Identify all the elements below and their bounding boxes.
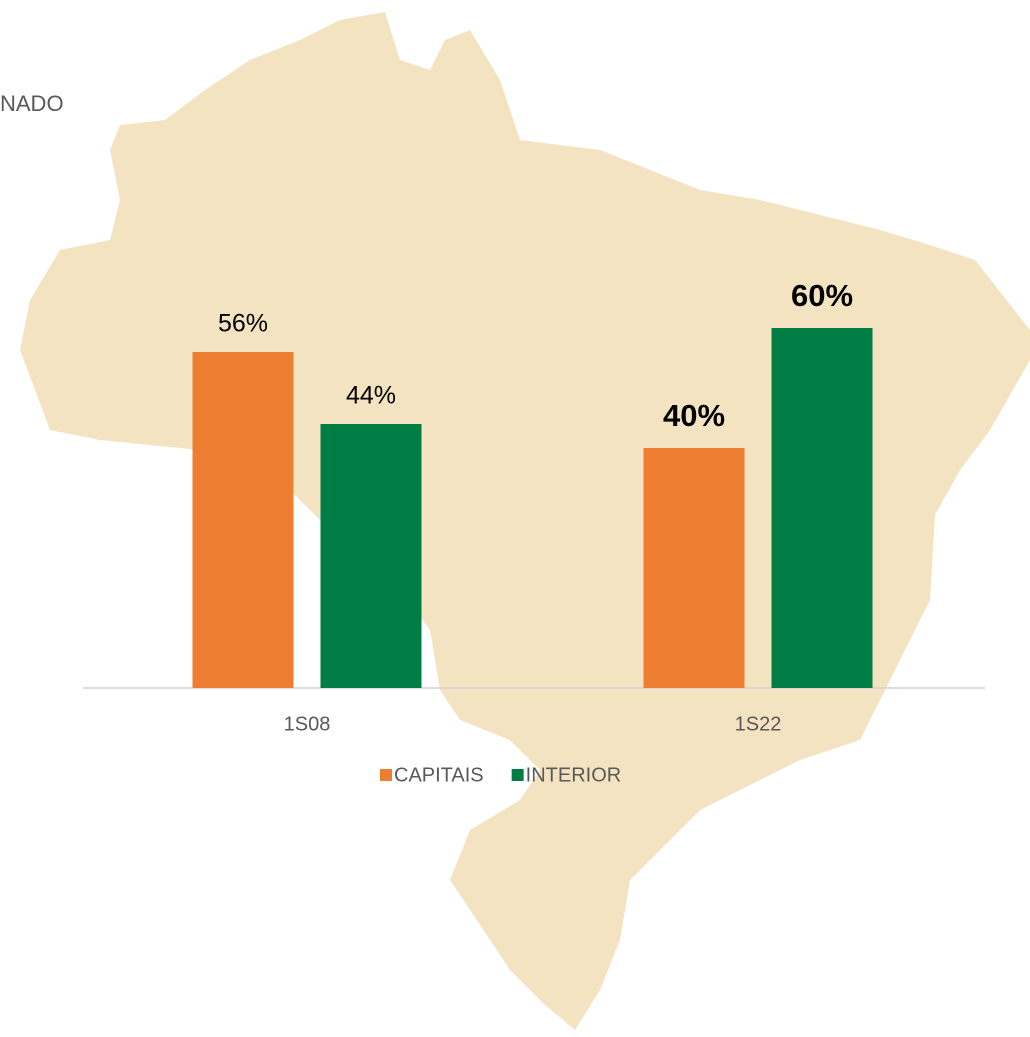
x-tick-label: 1S08 xyxy=(284,713,331,735)
bar xyxy=(771,328,873,688)
bar xyxy=(320,424,422,688)
bar xyxy=(192,352,294,688)
map-background xyxy=(20,12,1030,1030)
chart-title: NADO xyxy=(0,91,64,116)
data-label: 44% xyxy=(346,382,396,410)
bar xyxy=(643,448,745,688)
legend-label: CAPITAIS xyxy=(394,764,484,786)
x-tick-label: 1S22 xyxy=(735,713,782,735)
data-label: 40% xyxy=(663,398,725,433)
legend-swatch xyxy=(380,769,392,781)
data-label: 56% xyxy=(218,310,268,338)
legend-label: INTERIOR xyxy=(526,764,622,786)
legend-swatch xyxy=(511,769,524,781)
data-label: 60% xyxy=(791,278,853,313)
